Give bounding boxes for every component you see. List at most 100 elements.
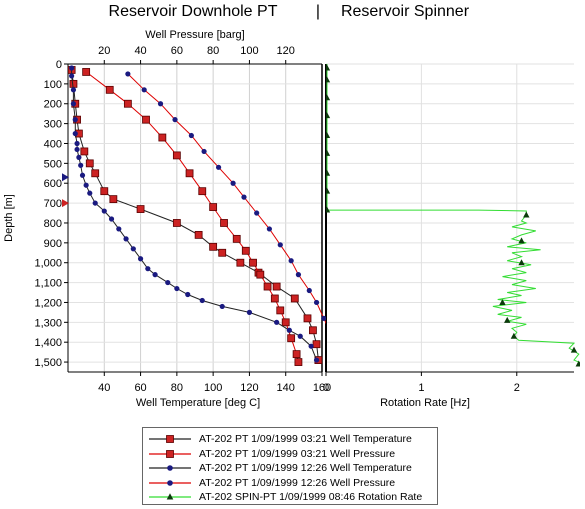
data-point (220, 219, 228, 227)
data-point (185, 291, 191, 298)
data-point (101, 208, 107, 214)
data-point (326, 76, 331, 83)
legend-label: AT-202 PT 1/09/1999 03:21 Well Pressure (199, 447, 396, 460)
data-point (230, 180, 236, 186)
data-point (72, 117, 78, 123)
data-point (288, 258, 294, 264)
data-point (263, 282, 272, 291)
depth-marker (62, 199, 69, 208)
series-2 (82, 68, 303, 366)
data-point (172, 219, 181, 227)
data-point (123, 236, 129, 242)
data-point (87, 190, 93, 196)
data-point (123, 99, 132, 108)
legend-swatch (149, 493, 191, 500)
depth-marker (62, 173, 69, 182)
data-point (201, 148, 207, 155)
data-point (218, 248, 227, 257)
y-tick-label: 0 (56, 59, 62, 71)
data-point (326, 132, 331, 139)
data-point (145, 266, 151, 272)
data-point (198, 187, 207, 196)
temperature-axis-label: Well Temperature [deg C] (136, 397, 260, 409)
temperature-tick-label: 100 (204, 382, 222, 394)
temperature-tick-label: 60 (134, 382, 146, 394)
data-point (570, 346, 578, 353)
data-point (309, 326, 317, 335)
y-tick-label: 1,300 (34, 317, 62, 329)
data-point (219, 303, 225, 310)
data-point (232, 234, 241, 243)
y-tick-label: 400 (44, 138, 62, 150)
data-point (510, 332, 518, 339)
rotation-tick-label: 2 (514, 382, 520, 394)
series-line (326, 64, 580, 364)
data-point (108, 216, 115, 222)
data-point (72, 130, 78, 137)
y-tick-label: 200 (44, 99, 62, 111)
legend-item: AT-202 PT 1/09/1999 12:26 Well Temperatu… (147, 461, 412, 475)
data-point (306, 287, 312, 294)
pressure-tick-label: 20 (98, 45, 110, 57)
y-tick-label: 900 (44, 238, 62, 250)
data-point (116, 226, 122, 232)
data-point (290, 294, 299, 303)
data-point (308, 343, 314, 349)
data-point (297, 333, 303, 339)
data-point (152, 272, 158, 278)
rotation-tick-label: 0 (323, 382, 329, 394)
data-point (130, 246, 136, 252)
y-tick-label: 700 (44, 198, 62, 210)
temperature-tick-label: 120 (240, 382, 258, 394)
data-point (326, 206, 331, 213)
data-point (312, 340, 321, 349)
legend-item: AT-202 SPIN-PT 1/09/1999 08:46 Rotation … (147, 490, 422, 504)
data-point (194, 230, 203, 239)
data-point (236, 258, 245, 267)
y-tick-label: 1,500 (34, 357, 62, 369)
data-point (172, 151, 181, 160)
data-point (277, 242, 283, 248)
data-point (78, 162, 84, 168)
data-point (165, 279, 171, 286)
data-point (185, 169, 194, 178)
data-point (79, 172, 86, 178)
data-point (199, 297, 205, 304)
data-point (272, 282, 281, 291)
data-point (76, 154, 82, 160)
data-point (172, 117, 178, 123)
chart-title-left: Reservoir Downhole PT (109, 3, 278, 20)
data-point (188, 132, 194, 139)
data-point (91, 169, 100, 178)
legend-label: AT-202 PT 1/09/1999 12:26 Well Pressure (199, 476, 396, 489)
data-point (69, 65, 75, 71)
data-point (294, 358, 303, 366)
data-point (276, 306, 285, 315)
temperature-tick-label: 160 (313, 382, 331, 394)
legend-item: AT-202 PT 1/09/1999 03:21 Well Temperatu… (147, 432, 412, 446)
data-point (136, 205, 145, 213)
data-point (100, 187, 109, 196)
data-point (70, 87, 77, 93)
data-point (157, 101, 164, 107)
data-point (266, 226, 272, 232)
legend: AT-202 PT 1/09/1999 03:21 Well Temperatu… (142, 427, 438, 505)
data-point (292, 350, 301, 359)
rotation-axis-label: Rotation Rate [Hz] (380, 397, 470, 409)
data-point (142, 115, 150, 124)
legend-label: AT-202 PT 1/09/1999 12:26 Well Temperatu… (199, 462, 412, 474)
data-point (499, 298, 506, 305)
data-point (326, 169, 331, 176)
data-point (85, 159, 94, 168)
data-point (83, 182, 89, 188)
chart-title-right: Reservoir Spinner (341, 3, 470, 20)
series-3 (69, 65, 320, 363)
data-point (246, 309, 253, 315)
y-axis-label: Depth [m] (3, 194, 15, 242)
y-tick-label: 300 (44, 119, 62, 131)
data-point (254, 210, 260, 216)
legend-label: AT-202 PT 1/09/1999 03:21 Well Temperatu… (199, 433, 412, 445)
legend-swatch (149, 465, 191, 471)
temperature-tick-label: 40 (98, 382, 110, 394)
